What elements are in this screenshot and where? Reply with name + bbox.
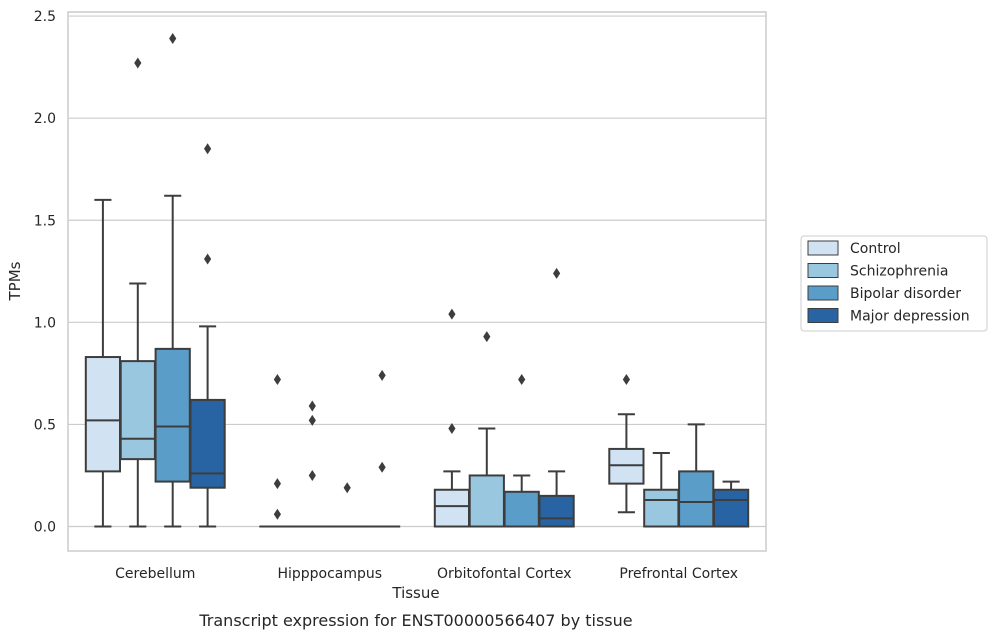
y-axis-ticks: 0.0 0.5 1.0 1.5 2.0 2.5 xyxy=(34,9,56,535)
outlier-point xyxy=(309,470,316,481)
box-body xyxy=(190,400,224,488)
box-body xyxy=(435,490,469,527)
y-tick-label: 1.0 xyxy=(34,315,56,331)
box-body xyxy=(609,449,643,484)
outlier-point xyxy=(344,482,351,493)
x-axis-label: Tissue xyxy=(391,584,439,602)
y-tick-label: 0.0 xyxy=(34,520,56,536)
box-body xyxy=(121,361,155,459)
outlier-point xyxy=(204,143,211,154)
outlier-point xyxy=(553,268,560,279)
x-axis-ticks: Cerebellum Hipppocampus Orbitofontal Corte… xyxy=(115,566,738,582)
box-schizophrenia xyxy=(470,331,504,526)
box-schizophrenia xyxy=(295,401,329,527)
box-bipolar-disorder xyxy=(156,33,190,526)
x-tick-label: Prefrontal Cortex xyxy=(619,566,738,582)
outlier-point xyxy=(518,374,525,385)
box-bipolar-disorder xyxy=(330,482,364,526)
legend-swatch xyxy=(808,309,838,323)
outlier-point xyxy=(169,33,176,44)
box-bipolar-disorder xyxy=(679,424,713,526)
box-major-depression xyxy=(539,268,573,527)
legend: Control Schizophrenia Bipolar disorder Majo… xyxy=(801,236,987,331)
legend-label: Bipolar disorder xyxy=(850,286,961,302)
legend-label: Major depression xyxy=(850,309,970,325)
legend-swatch xyxy=(808,241,838,255)
outlier-point xyxy=(274,374,281,385)
box-body xyxy=(505,492,539,527)
x-tick-label: Orbitofontal Cortex xyxy=(437,566,572,582)
box-body xyxy=(714,490,748,527)
box-body xyxy=(644,490,678,527)
box-major-depression xyxy=(714,482,748,527)
legend-label: Schizophrenia xyxy=(850,264,948,280)
legend-swatch xyxy=(808,286,838,300)
y-tick-label: 1.5 xyxy=(34,213,56,229)
x-tick-label: Cerebellum xyxy=(115,566,195,582)
box-control xyxy=(609,374,643,512)
outlier-point xyxy=(623,374,630,385)
chart-title: Transcript expression for ENST0000056640… xyxy=(198,611,632,630)
outlier-point xyxy=(274,478,281,489)
box-major-depression xyxy=(190,143,224,526)
box-control xyxy=(86,200,120,527)
box-body xyxy=(539,496,573,527)
box-schizophrenia xyxy=(644,453,678,527)
outlier-point xyxy=(379,462,386,473)
box-body xyxy=(679,471,713,526)
boxes xyxy=(86,33,748,526)
box-schizophrenia xyxy=(121,58,155,527)
y-tick-label: 2.5 xyxy=(34,9,56,25)
outlier-point xyxy=(309,401,316,412)
legend-label: Control xyxy=(850,241,901,257)
box-body xyxy=(156,349,190,482)
outlier-point xyxy=(379,370,386,381)
box-control xyxy=(260,374,294,527)
y-tick-label: 0.5 xyxy=(34,417,56,433)
outlier-point xyxy=(448,309,455,320)
box-body xyxy=(470,475,504,526)
outlier-point xyxy=(274,509,281,520)
outlier-point xyxy=(134,58,141,69)
box-bipolar-disorder xyxy=(505,374,539,527)
box-body xyxy=(86,357,120,471)
box-control xyxy=(435,309,469,527)
box-major-depression xyxy=(365,370,399,527)
outlier-point xyxy=(204,254,211,265)
x-tick-label: Hipppocampus xyxy=(277,566,382,582)
y-tick-label: 2.0 xyxy=(34,111,56,127)
y-axis-label: TPMs xyxy=(6,261,24,301)
legend-swatch xyxy=(808,264,838,278)
outlier-point xyxy=(483,331,490,342)
